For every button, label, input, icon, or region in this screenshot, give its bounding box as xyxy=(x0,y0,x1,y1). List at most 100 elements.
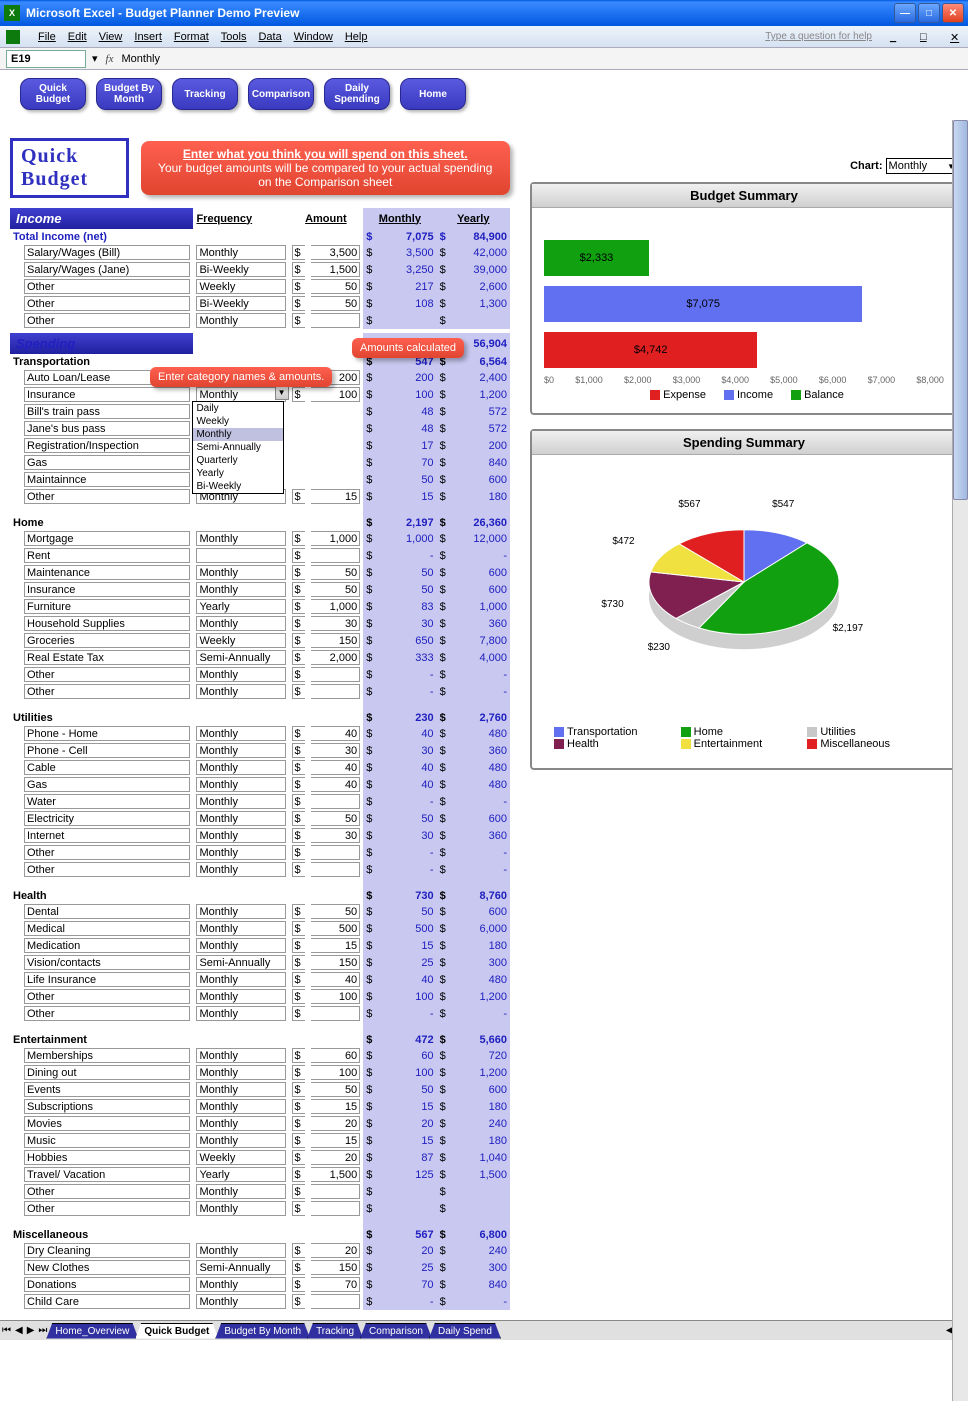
row-name[interactable]: Furniture xyxy=(10,598,193,615)
row-freq[interactable]: Monthly xyxy=(193,1242,288,1259)
row-name[interactable]: Household Supplies xyxy=(10,615,193,632)
dropdown-button[interactable]: ▼ xyxy=(275,387,286,400)
row-amount[interactable]: 15 xyxy=(308,1132,363,1149)
row-freq[interactable]: Monthly xyxy=(193,988,288,1005)
row-amount[interactable]: 100 xyxy=(308,1064,363,1081)
row-amount[interactable]: 3,500 xyxy=(308,244,363,261)
row-amount[interactable] xyxy=(308,861,363,878)
row-freq[interactable]: Monthly xyxy=(193,776,288,793)
row-name[interactable]: Real Estate Tax xyxy=(10,649,193,666)
row-amount[interactable]: 30 xyxy=(308,742,363,759)
row-freq[interactable]: Bi-Weekly xyxy=(193,295,288,312)
row-name[interactable]: Movies xyxy=(10,1115,193,1132)
row-name[interactable]: Internet xyxy=(10,827,193,844)
menu-insert[interactable]: Insert xyxy=(134,31,162,43)
row-amount[interactable] xyxy=(308,1293,363,1310)
row-name[interactable]: Vision/contacts xyxy=(10,954,193,971)
row-freq[interactable]: Weekly xyxy=(193,1149,288,1166)
row-amount[interactable]: 150 xyxy=(308,632,363,649)
row-name[interactable]: Medication xyxy=(10,937,193,954)
row-name[interactable]: Other xyxy=(10,312,193,329)
row-freq[interactable]: Monthly xyxy=(193,1115,288,1132)
close-button[interactable]: ✕ xyxy=(942,3,964,23)
row-name[interactable]: Dry Cleaning xyxy=(10,1242,193,1259)
row-freq[interactable]: Monthly xyxy=(193,1064,288,1081)
row-amount[interactable]: 100 xyxy=(308,386,363,403)
row-amount[interactable]: 50 xyxy=(308,903,363,920)
row-name[interactable]: Insurance xyxy=(10,386,193,403)
tab-nav[interactable]: ▶ xyxy=(25,1325,37,1336)
row-name[interactable]: Water xyxy=(10,793,193,810)
nav-daily-spending[interactable]: Daily Spending xyxy=(324,78,390,110)
row-name[interactable]: Memberships xyxy=(10,1047,193,1064)
row-amount[interactable] xyxy=(308,547,363,564)
tab-nav[interactable]: ⏭ xyxy=(36,1325,49,1336)
menu-tools[interactable]: Tools xyxy=(221,31,247,43)
row-freq[interactable]: Monthly xyxy=(193,683,288,700)
row-freq[interactable]: Monthly xyxy=(193,810,288,827)
row-freq[interactable]: Monthly xyxy=(193,244,288,261)
row-freq[interactable]: Monthly xyxy=(193,1047,288,1064)
row-freq[interactable]: Semi-Annually xyxy=(193,954,288,971)
menu-window[interactable]: Window xyxy=(294,31,333,43)
row-name[interactable]: Life Insurance xyxy=(10,971,193,988)
row-amount[interactable] xyxy=(308,1005,363,1022)
row-amount[interactable] xyxy=(308,1200,363,1217)
row-freq[interactable]: Yearly xyxy=(193,1166,288,1183)
row-amount[interactable]: 50 xyxy=(308,1081,363,1098)
nav-home[interactable]: Home xyxy=(400,78,466,110)
row-freq[interactable]: Semi-Annually xyxy=(193,1259,288,1276)
row-amount[interactable] xyxy=(308,312,363,329)
row-amount[interactable]: 20 xyxy=(308,1115,363,1132)
row-name[interactable]: Phone - Home xyxy=(10,725,193,742)
fx-icon[interactable]: fx xyxy=(106,53,114,65)
row-freq[interactable]: Monthly xyxy=(193,861,288,878)
row-freq[interactable]: Weekly xyxy=(193,278,288,295)
maximize-button[interactable]: □ xyxy=(918,3,940,23)
row-freq[interactable]: Monthly▼DailyWeeklyMonthlySemi-AnnuallyQ… xyxy=(193,386,288,403)
row-amount[interactable]: 150 xyxy=(308,1259,363,1276)
row-freq[interactable]: Monthly xyxy=(193,793,288,810)
row-freq[interactable]: Monthly xyxy=(193,742,288,759)
row-name[interactable]: Other xyxy=(10,1200,193,1217)
row-amount[interactable]: 30 xyxy=(308,615,363,632)
row-name[interactable]: Insurance xyxy=(10,581,193,598)
row-amount[interactable]: 15 xyxy=(308,488,363,505)
row-amount[interactable]: 1,500 xyxy=(308,261,363,278)
sheet-tab-budget-by-month[interactable]: Budget By Month xyxy=(215,1323,310,1339)
row-name[interactable]: Donations xyxy=(10,1276,193,1293)
row-amount[interactable]: 50 xyxy=(308,810,363,827)
row-name[interactable]: Maintainnce xyxy=(10,471,193,488)
row-name[interactable]: Travel/ Vacation xyxy=(10,1166,193,1183)
row-freq[interactable]: Monthly xyxy=(193,844,288,861)
row-amount[interactable]: 500 xyxy=(308,920,363,937)
row-freq[interactable]: Bi-Weekly xyxy=(193,261,288,278)
row-freq[interactable]: Monthly xyxy=(193,937,288,954)
row-amount[interactable]: 30 xyxy=(308,827,363,844)
row-freq[interactable]: Monthly xyxy=(193,1081,288,1098)
sheet-tab-tracking[interactable]: Tracking xyxy=(307,1323,363,1339)
sheet-tab-quick-budget[interactable]: Quick Budget xyxy=(135,1323,218,1339)
row-name[interactable]: Other xyxy=(10,666,193,683)
row-amount[interactable]: 50 xyxy=(308,564,363,581)
row-name[interactable]: Other xyxy=(10,488,193,505)
tab-nav[interactable]: ⏮ xyxy=(0,1325,13,1336)
row-name[interactable]: New Clothes xyxy=(10,1259,193,1276)
menu-edit[interactable]: Edit xyxy=(68,31,87,43)
row-amount[interactable]: 40 xyxy=(308,971,363,988)
doc-restore-button[interactable]: □ xyxy=(920,31,932,43)
row-freq[interactable]: Monthly xyxy=(193,1132,288,1149)
row-name[interactable]: Gas xyxy=(10,454,193,471)
vertical-scrollbar[interactable] xyxy=(952,120,968,1401)
menu-format[interactable]: Format xyxy=(174,31,209,43)
row-amount[interactable]: 50 xyxy=(308,278,363,295)
nav-tracking[interactable]: Tracking xyxy=(172,78,238,110)
row-freq[interactable]: Monthly xyxy=(193,971,288,988)
row-freq[interactable]: Monthly xyxy=(193,530,288,547)
row-name[interactable]: Other xyxy=(10,1005,193,1022)
row-freq[interactable] xyxy=(193,547,288,564)
menu-file[interactable]: File xyxy=(38,31,56,43)
nav-budget-by-month[interactable]: Budget By Month xyxy=(96,78,162,110)
row-amount[interactable]: 1,000 xyxy=(308,598,363,615)
sheet-tab-home-overview[interactable]: Home_Overview xyxy=(46,1323,138,1339)
